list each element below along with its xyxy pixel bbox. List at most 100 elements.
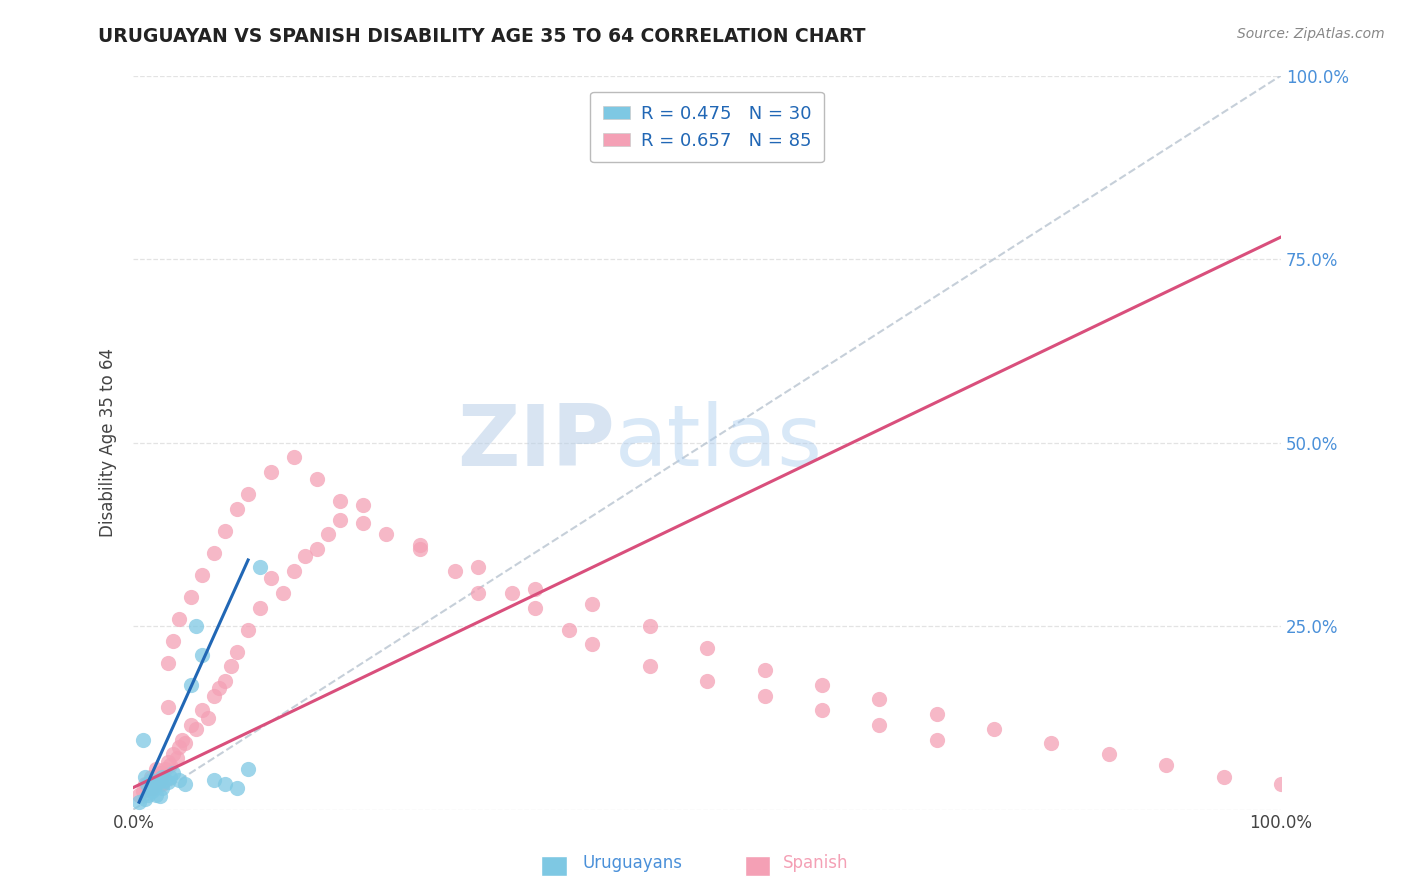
Point — [180, 718, 202, 732]
Point — [202, 773, 225, 788]
Point — [1040, 736, 1063, 750]
Point — [167, 612, 190, 626]
Point — [149, 765, 172, 780]
Point — [443, 564, 465, 578]
Point — [170, 732, 193, 747]
Point — [214, 524, 236, 538]
Text: Spanish: Spanish — [783, 855, 848, 872]
Point — [159, 758, 181, 772]
Point — [155, 762, 177, 776]
Point — [186, 619, 208, 633]
Point — [148, 770, 170, 784]
Point — [329, 513, 352, 527]
Point — [467, 560, 489, 574]
Point — [156, 755, 179, 769]
Point — [925, 707, 948, 722]
Point — [305, 541, 328, 556]
Point — [174, 736, 197, 750]
Text: Uruguayans: Uruguayans — [582, 855, 683, 872]
Text: ZIP: ZIP — [457, 401, 616, 484]
Point — [128, 795, 150, 809]
Point — [524, 600, 547, 615]
Point — [166, 751, 188, 765]
Point — [352, 498, 374, 512]
Point — [374, 527, 396, 541]
Point — [524, 582, 547, 597]
Text: Source: ZipAtlas.com: Source: ZipAtlas.com — [1237, 27, 1385, 41]
Point — [260, 465, 283, 479]
Point — [162, 747, 184, 762]
Point — [236, 762, 259, 776]
Point — [141, 784, 163, 798]
Point — [219, 659, 242, 673]
Point — [156, 699, 179, 714]
Point — [197, 711, 219, 725]
Text: URUGUAYAN VS SPANISH DISABILITY AGE 35 TO 64 CORRELATION CHART: URUGUAYAN VS SPANISH DISABILITY AGE 35 T… — [98, 27, 866, 45]
Point — [271, 586, 294, 600]
Point — [1212, 770, 1234, 784]
Point — [638, 619, 661, 633]
Point — [260, 571, 283, 585]
Point — [136, 777, 159, 791]
Point — [131, 784, 153, 798]
Point — [145, 762, 167, 776]
Point — [754, 689, 776, 703]
Point — [191, 567, 214, 582]
Point — [186, 722, 208, 736]
Point — [638, 659, 661, 673]
Point — [581, 597, 603, 611]
Point — [167, 740, 190, 755]
Point — [249, 560, 271, 574]
Point — [558, 623, 581, 637]
Point — [214, 674, 236, 689]
Point — [145, 788, 167, 802]
Point — [139, 773, 162, 788]
Point — [150, 770, 173, 784]
Point — [143, 780, 166, 795]
Point — [811, 703, 834, 717]
Point — [159, 770, 181, 784]
Point — [134, 770, 156, 784]
Point — [283, 564, 305, 578]
Point — [131, 732, 153, 747]
Point — [136, 788, 159, 802]
Point — [696, 641, 718, 656]
Point — [294, 549, 316, 564]
Point — [225, 780, 247, 795]
Text: atlas: atlas — [616, 401, 824, 484]
Point — [139, 780, 162, 795]
Point — [180, 678, 202, 692]
Point — [868, 718, 890, 732]
Point — [191, 703, 214, 717]
Point — [202, 546, 225, 560]
Point — [249, 600, 271, 615]
Point — [1098, 747, 1121, 762]
Point — [145, 777, 167, 791]
Point — [155, 773, 177, 788]
Point — [283, 450, 305, 465]
Point — [202, 689, 225, 703]
Point — [141, 780, 163, 795]
Point — [318, 527, 340, 541]
Point — [148, 774, 170, 789]
Point — [1154, 758, 1177, 772]
Point — [983, 722, 1005, 736]
Point — [134, 777, 156, 791]
Point — [162, 633, 184, 648]
Point — [225, 645, 247, 659]
Point — [191, 648, 214, 663]
Point — [208, 681, 231, 696]
Point — [925, 732, 948, 747]
Point — [145, 773, 167, 788]
Point — [149, 789, 172, 804]
Point — [501, 586, 523, 600]
Point — [236, 623, 259, 637]
Point — [696, 674, 718, 689]
Point — [754, 663, 776, 677]
Point — [134, 791, 156, 805]
Point — [467, 586, 489, 600]
Point — [150, 780, 173, 795]
Point — [136, 780, 159, 795]
Point — [225, 501, 247, 516]
Point — [156, 774, 179, 789]
